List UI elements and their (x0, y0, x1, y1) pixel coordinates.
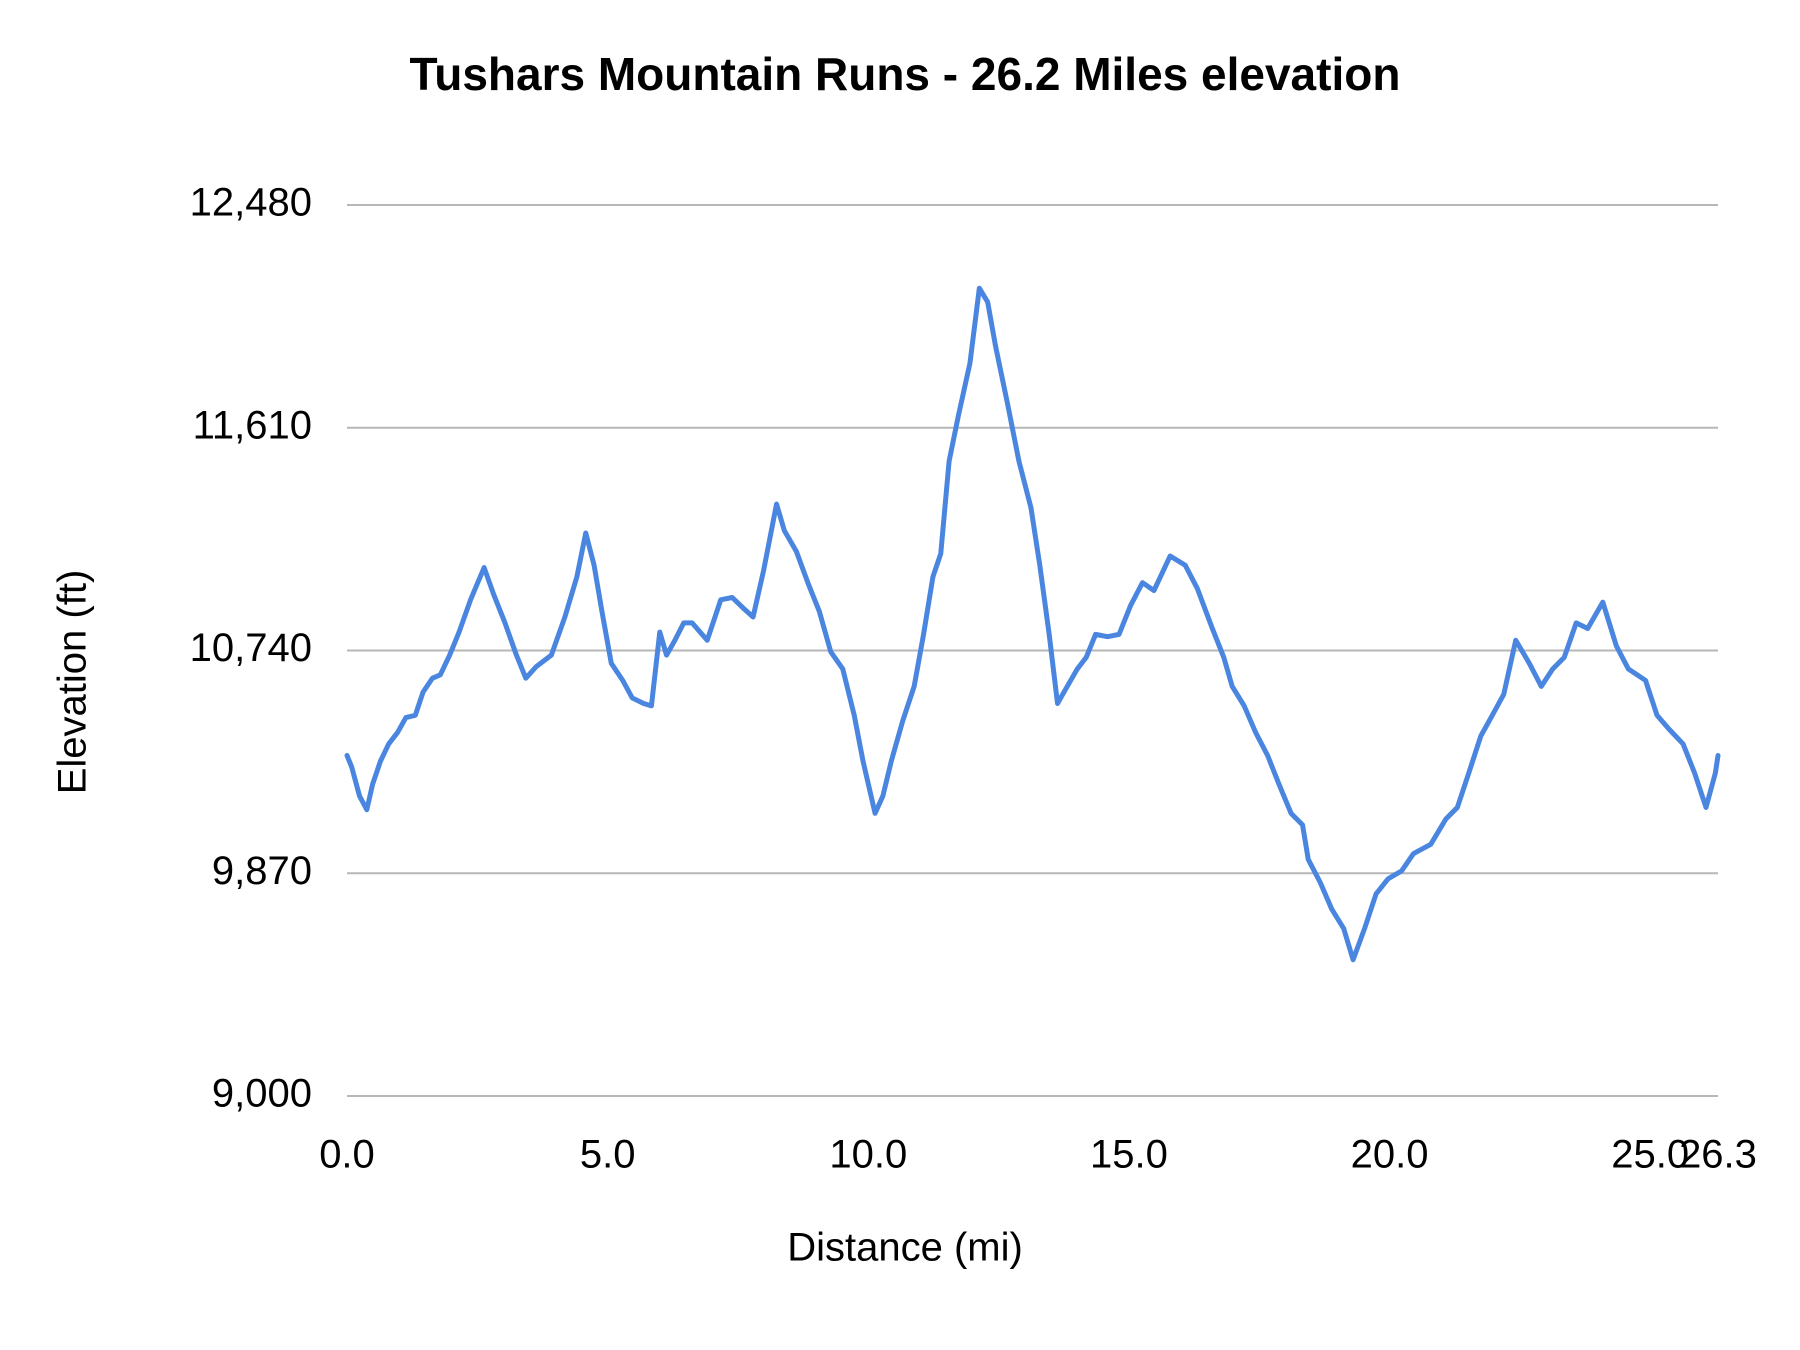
x-tick-label: 5.0 (580, 1133, 636, 1177)
y-tick-label: 9,870 (212, 849, 312, 893)
y-tick-label: 10,740 (190, 626, 312, 670)
x-tick-label: 15.0 (1090, 1133, 1168, 1177)
y-axis-title: Elevation (ft) (51, 570, 95, 795)
x-tick-label: 20.0 (1351, 1133, 1429, 1177)
x-tick-label: 10.0 (829, 1133, 907, 1177)
elevation-line (344, 285, 1721, 963)
x-axis-title: Distance (mi) (787, 1226, 1023, 1270)
y-tick-label: 9,000 (212, 1072, 312, 1116)
chart-title: Tushars Mountain Runs - 26.2 Miles eleva… (410, 48, 1401, 100)
y-tick-label: 11,610 (193, 403, 312, 447)
x-tick-label: 0.0 (319, 1133, 375, 1177)
x-tick-label: 25.0 (1611, 1133, 1689, 1177)
x-tick-label: 26.3 (1679, 1133, 1757, 1177)
y-tick-label: 12,480 (190, 181, 312, 225)
